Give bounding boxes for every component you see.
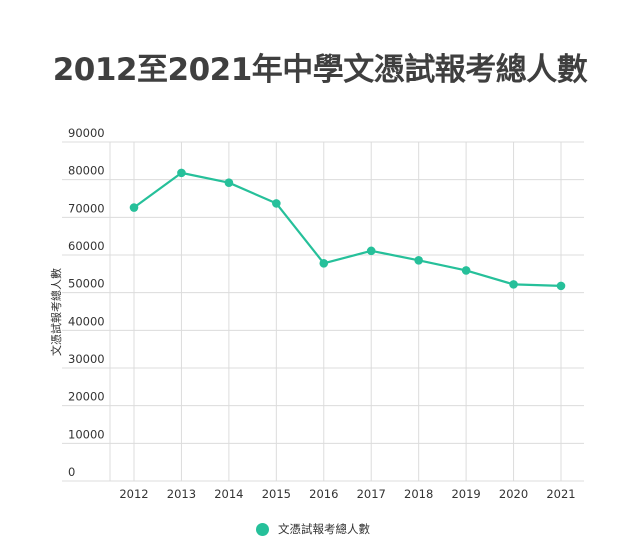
x-tick-label: 2013 bbox=[167, 487, 196, 501]
y-tick-label: 90000 bbox=[68, 126, 105, 140]
x-tick-label: 2020 bbox=[499, 487, 528, 501]
y-tick-label: 40000 bbox=[68, 314, 105, 328]
data-point bbox=[177, 168, 186, 178]
y-tick-label: 50000 bbox=[68, 277, 105, 291]
legend-marker-icon bbox=[256, 522, 269, 536]
x-tick-label: 2018 bbox=[404, 487, 433, 501]
series-line-group bbox=[129, 168, 566, 291]
legend-label: 文憑試報考總人數 bbox=[278, 522, 370, 536]
y-tick-label: 60000 bbox=[68, 239, 105, 253]
x-tick-labels: 2012 2013 2014 2015 2016 2017 2018 2019 2020 2021 bbox=[119, 487, 575, 501]
x-tick-label: 2021 bbox=[546, 487, 575, 501]
x-tick-label: 2019 bbox=[451, 487, 480, 501]
y-tick-label: 10000 bbox=[68, 427, 105, 441]
y-tick-label: 70000 bbox=[68, 201, 105, 215]
data-point bbox=[366, 246, 376, 256]
gridlines bbox=[62, 141, 584, 482]
y-tick-label: 20000 bbox=[68, 390, 105, 404]
x-tick-label: 2017 bbox=[357, 487, 386, 501]
x-tick-label: 2015 bbox=[262, 487, 291, 501]
y-tick-label: 80000 bbox=[68, 164, 105, 178]
data-point bbox=[224, 178, 234, 187]
series-line bbox=[133, 171, 562, 287]
x-tick-label: 2012 bbox=[119, 487, 148, 501]
legend: 文憑試報考總人數 bbox=[256, 521, 370, 537]
y-tick-label: 0 bbox=[68, 465, 75, 479]
data-point bbox=[556, 281, 566, 291]
data-point bbox=[129, 203, 139, 212]
y-tick-labels: 0 10000 20000 30000 40000 50000 60000 70000 8000… bbox=[68, 126, 105, 479]
y-tick-label: 30000 bbox=[68, 352, 105, 366]
data-point bbox=[272, 199, 281, 208]
data-point bbox=[461, 266, 471, 275]
x-tick-label: 2016 bbox=[309, 487, 338, 501]
chart-title: 2012至2021年中學文憑試報考總人數 bbox=[52, 52, 588, 88]
data-point bbox=[509, 280, 518, 289]
data-point bbox=[319, 258, 329, 268]
data-point bbox=[414, 255, 423, 265]
y-axis-label: 文憑試報考總人數 bbox=[49, 268, 63, 356]
x-tick-label: 2014 bbox=[214, 487, 243, 501]
